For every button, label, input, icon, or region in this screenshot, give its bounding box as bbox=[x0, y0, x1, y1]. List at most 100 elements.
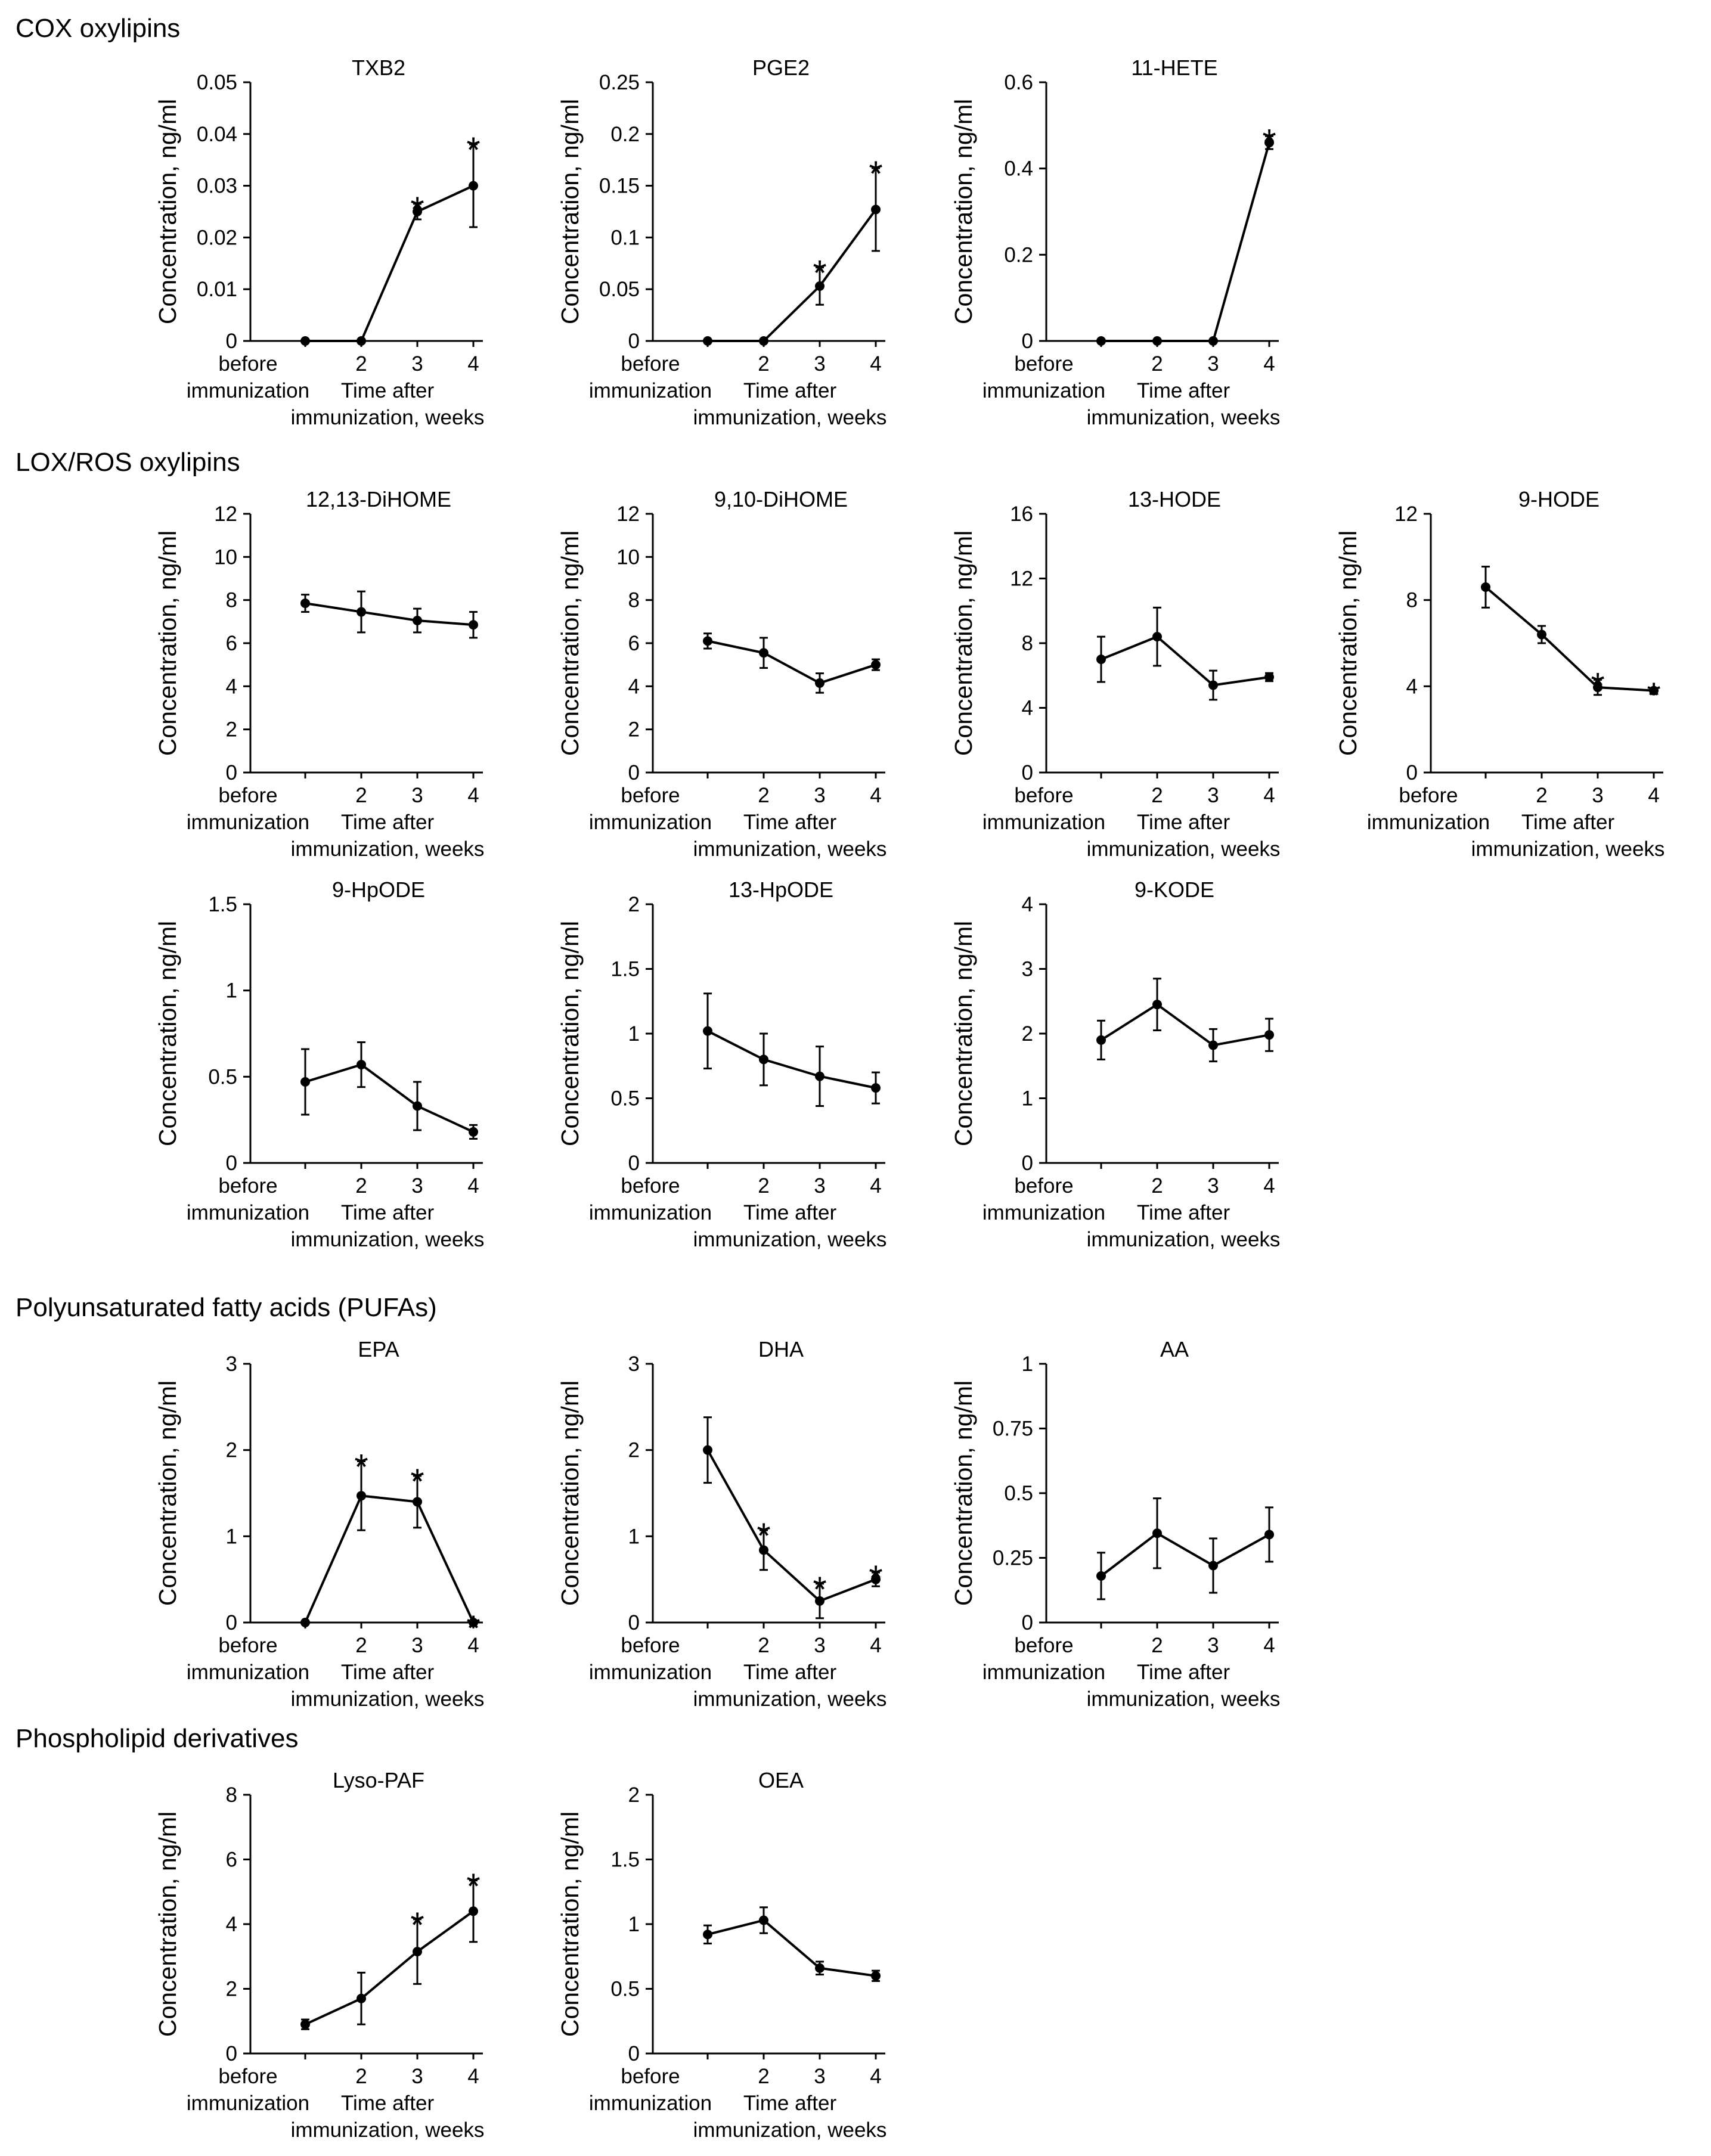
significance-mark: * bbox=[869, 1558, 882, 1598]
y-tick-label: 0 bbox=[1022, 761, 1033, 784]
x-tick-label: 2 bbox=[1151, 352, 1163, 376]
data-point bbox=[357, 607, 366, 617]
x-tick-label: before bbox=[621, 1174, 680, 1198]
x-tick-label: 3 bbox=[411, 1634, 423, 1657]
x-tick-label: immunization bbox=[589, 811, 712, 834]
x-axis-label: immunization, weeks bbox=[291, 2118, 485, 2142]
y-tick-label: 1 bbox=[628, 1022, 640, 1046]
chart-epa: EPA 0 1 2 3 before immunization 2 3 4 Time after im… bbox=[154, 1337, 484, 1711]
data-point bbox=[469, 181, 478, 191]
series-line bbox=[305, 1063, 474, 1133]
data-point bbox=[703, 336, 712, 346]
data-point bbox=[871, 660, 881, 670]
y-tick-label: 0 bbox=[628, 1152, 640, 1175]
x-axis-label: immunization, weeks bbox=[291, 1228, 485, 1251]
y-tick-label: 3 bbox=[628, 1352, 640, 1376]
y-tick-label: 0.6 bbox=[1004, 71, 1033, 94]
x-tick-label: before bbox=[1014, 352, 1073, 376]
data-point bbox=[815, 1596, 824, 1606]
y-tick-label: 0.5 bbox=[1004, 1482, 1033, 1505]
y-axis-label: Concentration, ng/ml bbox=[556, 921, 584, 1146]
data-point bbox=[1264, 1530, 1274, 1540]
x-axis-label: Time after bbox=[1137, 1201, 1230, 1224]
y-tick-label: 0.05 bbox=[599, 278, 640, 301]
y-axis-label: Concentration, ng/ml bbox=[556, 99, 584, 324]
x-axis-label: immunization, weeks bbox=[291, 1687, 485, 1711]
x-tick-label: 4 bbox=[1263, 1174, 1275, 1198]
section-title-cox: COX oxylipins bbox=[16, 14, 180, 43]
y-tick-label: 0.2 bbox=[610, 123, 640, 146]
y-tick-label: 0 bbox=[1022, 1152, 1033, 1175]
chart-title: 13-HODE bbox=[1128, 487, 1221, 511]
chart-title: 13-HpODE bbox=[729, 877, 833, 902]
x-tick-label: 2 bbox=[758, 2065, 769, 2088]
x-axis-label: Time after bbox=[341, 379, 435, 402]
chart-13-hpode: 13-HpODE 0 0.5 1 1.5 2 before immunization 2 3 4 Ti… bbox=[556, 877, 887, 1251]
x-tick-label: 4 bbox=[467, 352, 479, 376]
x-axis-label: Time after bbox=[743, 379, 837, 402]
y-tick-label: 8 bbox=[226, 1783, 237, 1807]
y-tick-label: 4 bbox=[1022, 697, 1033, 720]
y-tick-label: 8 bbox=[1406, 589, 1418, 612]
data-point bbox=[1152, 1000, 1162, 1010]
chart-oea: OEA 0 0.5 1 1.5 2 before immunization 2 3 4 Time af… bbox=[556, 1768, 887, 2142]
x-tick-label: before bbox=[1399, 784, 1458, 807]
x-axis-label: immunization, weeks bbox=[693, 1687, 887, 1711]
x-axis-label: immunization, weeks bbox=[693, 1228, 887, 1251]
significance-mark: * bbox=[1591, 665, 1604, 705]
data-point bbox=[413, 1101, 422, 1111]
y-tick-label: 0.01 bbox=[197, 278, 237, 301]
section-title-lox-ros: LOX/ROS oxylipins bbox=[16, 448, 240, 477]
series-line bbox=[1100, 1531, 1270, 1577]
y-tick-label: 2 bbox=[628, 1783, 640, 1807]
x-tick-label: 2 bbox=[1151, 1634, 1163, 1657]
data-point bbox=[300, 1077, 310, 1087]
data-point bbox=[469, 1906, 478, 1916]
x-tick-label: immunization bbox=[982, 1661, 1105, 1684]
x-tick-label: 4 bbox=[870, 352, 881, 376]
y-tick-label: 6 bbox=[226, 1848, 237, 1872]
significance-mark: * bbox=[410, 1905, 424, 1945]
data-point bbox=[1096, 1571, 1106, 1581]
y-tick-label: 2 bbox=[1022, 1022, 1033, 1046]
y-tick-label: 2 bbox=[226, 1439, 237, 1462]
y-axis-label: Concentration, ng/ml bbox=[950, 1381, 977, 1606]
data-point bbox=[300, 598, 310, 609]
x-tick-label: before bbox=[621, 784, 680, 807]
x-tick-label: immunization bbox=[982, 379, 1105, 402]
data-point bbox=[759, 1915, 768, 1925]
data-point bbox=[1152, 1528, 1162, 1538]
y-tick-label: 0.04 bbox=[197, 123, 237, 146]
x-tick-label: 3 bbox=[814, 2065, 825, 2088]
x-tick-label: before bbox=[218, 2065, 277, 2088]
significance-mark: * bbox=[813, 253, 826, 293]
data-point bbox=[1649, 685, 1659, 696]
data-point bbox=[357, 1060, 366, 1070]
y-axis-label: Concentration, ng/ml bbox=[1334, 531, 1362, 756]
chart-title: Lyso-PAF bbox=[333, 1768, 424, 1792]
y-tick-label: 0 bbox=[1022, 1611, 1033, 1634]
y-tick-label: 1.5 bbox=[610, 1848, 640, 1872]
chart-title: 9,10-DiHOME bbox=[714, 487, 848, 511]
y-tick-label: 10 bbox=[616, 545, 640, 569]
y-tick-label: 0 bbox=[1406, 761, 1418, 784]
data-point bbox=[1096, 336, 1106, 346]
significance-mark: * bbox=[466, 1866, 480, 1906]
data-point bbox=[413, 616, 422, 626]
data-point bbox=[871, 1574, 881, 1584]
x-axis-label: Time after bbox=[743, 1201, 837, 1224]
chart-pge2: PGE2 0 0.05 0.1 0.15 0.2 0.25 before immunizatio… bbox=[556, 55, 887, 429]
significance-mark: * bbox=[354, 1447, 368, 1487]
significance-mark: * bbox=[466, 130, 480, 170]
x-axis-label: Time after bbox=[743, 811, 837, 834]
x-axis-label: immunization, weeks bbox=[693, 406, 887, 429]
x-axis-label: immunization, weeks bbox=[291, 406, 485, 429]
y-tick-label: 0.5 bbox=[610, 1978, 640, 2001]
data-point bbox=[815, 1963, 824, 1973]
data-point bbox=[1208, 336, 1218, 346]
data-point bbox=[1208, 1040, 1218, 1050]
series-line bbox=[1484, 586, 1654, 692]
x-tick-label: 3 bbox=[1207, 1174, 1219, 1198]
chart-13-hode: 13-HODE 0 4 8 12 16 before immunization 2 3 4 Time … bbox=[950, 487, 1280, 861]
data-point bbox=[300, 336, 310, 346]
